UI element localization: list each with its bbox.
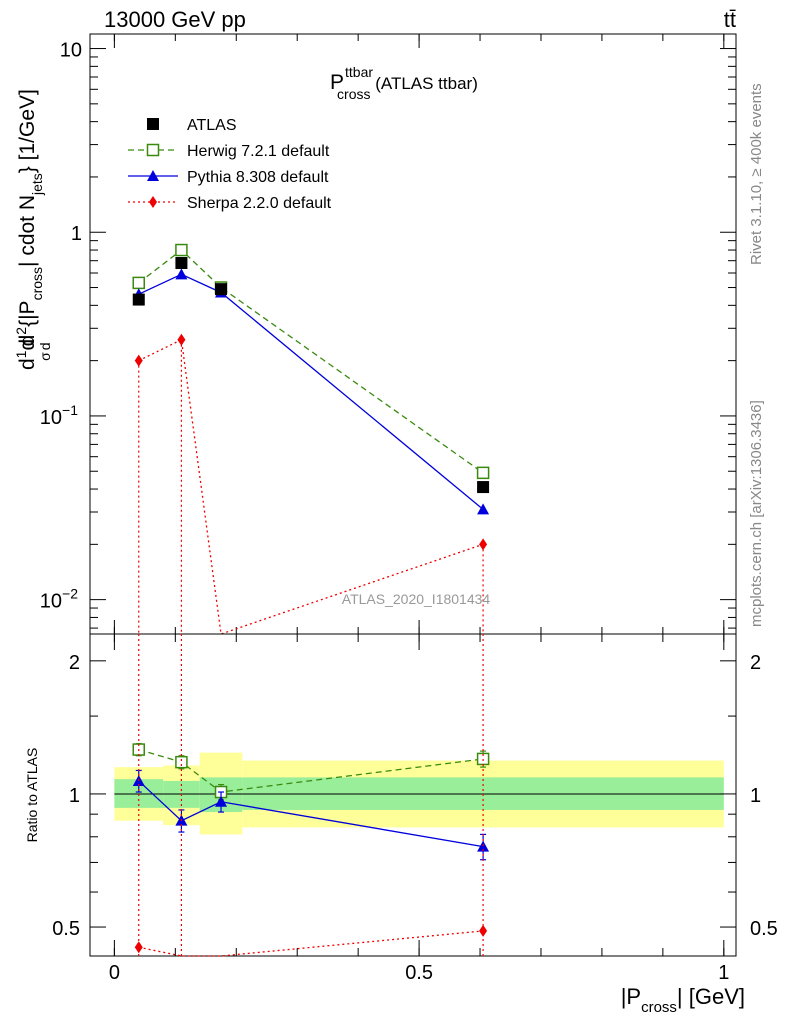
rivet-label: Rivet 3.1.10, ≥ 400k events [748,83,765,265]
series-sherpa [134,333,488,635]
legend-label: Sherpa 2.2.0 default [187,195,332,212]
ratio-ytick-label: 0.5 [52,918,80,940]
ratio-ytick-label-right: 1 [750,785,761,807]
ytick-label: 1 [71,223,82,245]
plot-title: Pttbar cross (ATLAS ttbar) [330,64,478,102]
ratio-series-sherpa [134,634,488,957]
ytick-label: 10−2 [40,586,78,613]
ratio-ytick-label-right: 2 [750,652,761,674]
sherpa-drop-lines [138,339,484,634]
ratio-line [138,780,484,848]
data-point [175,257,188,270]
legend-marker [147,118,159,130]
data-point [132,293,145,306]
main-panel: 10−2 10−1 1 10 ATLAS_2020_I1801434 Pttbar cr… [40,33,737,635]
ratio-ytick-label: 1 [69,785,80,807]
ytick-label: 10−1 [40,402,78,429]
legend-marker [149,196,157,208]
series-line [138,249,484,474]
ratio-ytick-label: 2 [69,652,80,674]
xtick-label: 0.5 [405,962,433,984]
ratio-ytick-label-right: 0.5 [750,918,778,940]
data-point [477,481,490,494]
mcplots-label: mcplots.cern.ch [arXiv:1306.3436] [748,400,765,627]
legend-marker [147,170,159,181]
legend-label: Herwig 7.2.1 default [187,143,330,160]
series-marker [175,268,188,280]
ratio-marker [134,941,143,954]
series-line [138,273,484,510]
ytick-label: 10 [60,40,82,62]
ratio-marker [175,755,188,769]
legend: ATLAS Herwig 7.2.1 default Pythia 8.308 de… [128,117,332,212]
data-point [215,283,228,296]
ratio-marker [477,840,490,852]
series-marker [476,466,490,480]
xtick-label: 1 [718,962,729,984]
process-label: tt̄ [724,7,736,32]
ratio-axis-ticks: 0.5 0.5 1 1 2 2 0 0.5 1 [52,634,778,984]
legend-entry: ATLAS [147,117,237,134]
ratio-marker [215,795,228,807]
legend-label: ATLAS [187,117,237,134]
series-pythia [132,268,490,515]
ratio-line [138,748,484,793]
legend-entry: Herwig 7.2.1 default [128,143,330,160]
xlabel: |Pcross| [GeV] [621,984,745,1016]
legend-label: Pythia 8.308 default [187,169,329,186]
main-ylabel: d1dσdd2{|Pcross| cdot Njets} [1/GeV] [13,89,53,370]
series-herwig [132,243,490,480]
series-line [138,338,484,635]
ratio-line [138,930,484,957]
legend-entry: Sherpa 2.2.0 default [128,195,332,212]
series-atlas [132,257,490,494]
legend-entry: Pythia 8.308 default [128,169,329,186]
ratio-frame [89,633,737,957]
xtick-label: 0 [109,962,120,984]
ratio-ylabel: Ratio to ATLAS [24,748,40,843]
svg-text:d1dσdd2{|Pcross| cdot Njets} [: d1dσdd2{|Pcross| cdot Njets} [1/GeV] [13,89,53,370]
analysis-label: ATLAS_2020_I1801434 [342,591,491,607]
ratio-series [132,634,490,957]
series-marker [132,276,146,290]
energy-label: 13000 GeV pp [104,7,246,32]
main-series [132,243,490,635]
series-marker [477,503,490,515]
main-axis-ticks: 10−2 10−1 1 10 [40,34,736,634]
legend-marker [146,143,160,157]
ratio-panel: 0.5 0.5 1 1 2 2 0 0.5 1 Ratio to ATLAS |Pcross| … [24,633,778,1016]
series-marker [175,243,188,257]
